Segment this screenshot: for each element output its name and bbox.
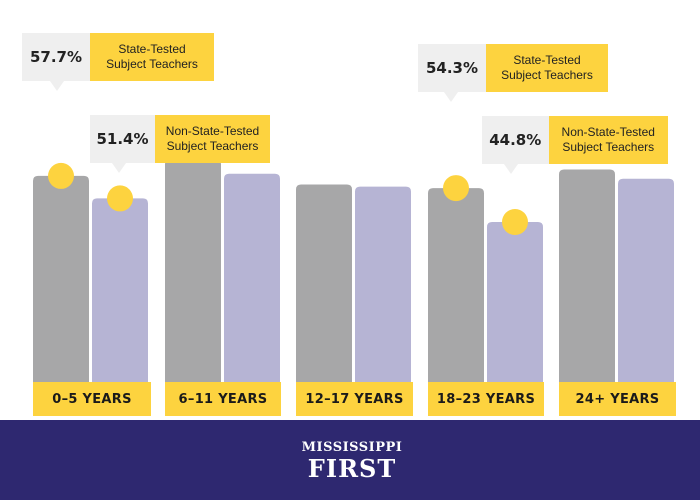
highlight-marker-3 bbox=[502, 209, 528, 235]
callout-label-line: State-Tested bbox=[513, 53, 581, 67]
logo-line-1: MISSISSIPPI bbox=[301, 440, 403, 455]
callout-label-line: Subject Teachers bbox=[166, 139, 259, 153]
callout-label-line: Non-State-Tested bbox=[165, 124, 260, 138]
callout-label-line: Non-State-Tested bbox=[561, 125, 655, 139]
bar-4-series-1 bbox=[618, 178, 674, 382]
bar-4-series-0 bbox=[559, 169, 615, 382]
callout-label: Non-State-Tested Subject Teachers bbox=[548, 116, 668, 164]
callout-18-23-state: 54.3% State-Tested Subject Teachers bbox=[418, 44, 608, 102]
callout-label-line: State-Tested bbox=[118, 42, 186, 56]
logo-line-2: FIRST bbox=[307, 454, 397, 483]
callout-tail bbox=[112, 163, 126, 173]
bar-1-series-0 bbox=[165, 159, 221, 382]
category-label-6-11-years: 6–11 YEARS bbox=[165, 382, 281, 416]
callout-tail bbox=[444, 92, 458, 102]
callout-value: 57.7% bbox=[22, 33, 90, 81]
callout-0-5-state: 57.7% State-Tested Subject Teachers bbox=[22, 33, 214, 91]
bar-1-series-1 bbox=[224, 173, 280, 382]
highlight-marker-0 bbox=[48, 162, 74, 189]
callout-value: 54.3% bbox=[418, 44, 486, 92]
category-label-0-5-years: 0–5 YEARS bbox=[33, 382, 151, 416]
callout-label-line: Subject Teachers bbox=[501, 68, 593, 82]
category-label-24-plus-years: 24+ YEARS bbox=[559, 382, 676, 416]
callout-tail bbox=[504, 164, 518, 174]
callout-tail bbox=[50, 81, 64, 91]
callout-label-line: Subject Teachers bbox=[106, 57, 198, 71]
bar-chart bbox=[33, 159, 674, 382]
callout-label: State-Tested Subject Teachers bbox=[90, 33, 214, 81]
callout-value: 51.4% bbox=[90, 115, 155, 163]
callout-label: State-Tested Subject Teachers bbox=[486, 44, 608, 92]
bar-0-series-1 bbox=[92, 198, 148, 382]
highlight-marker-1 bbox=[107, 185, 133, 212]
bar-2-series-1 bbox=[355, 186, 411, 382]
mississippi-first-logo: MISSISSIPPI FIRST bbox=[300, 440, 404, 486]
bar-3-series-0 bbox=[428, 188, 484, 382]
callout-value: 44.8% bbox=[482, 116, 549, 164]
footer-band bbox=[0, 420, 700, 500]
callout-label: Non-State-Tested Subject Teachers bbox=[154, 115, 270, 163]
callout-0-5-nonstate: 51.4% Non-State-Tested Subject Teachers bbox=[90, 115, 270, 173]
bar-2-series-0 bbox=[296, 184, 352, 382]
category-label-12-17-years: 12–17 YEARS bbox=[296, 382, 413, 416]
highlight-marker-2 bbox=[443, 175, 469, 202]
bar-0-series-0 bbox=[33, 175, 89, 382]
bar-3-series-1 bbox=[487, 222, 543, 382]
callout-18-23-nonstate: 44.8% Non-State-Tested Subject Teachers bbox=[482, 116, 668, 174]
category-label-18-23-years: 18–23 YEARS bbox=[428, 382, 544, 416]
callout-label-line: Subject Teachers bbox=[562, 140, 655, 154]
